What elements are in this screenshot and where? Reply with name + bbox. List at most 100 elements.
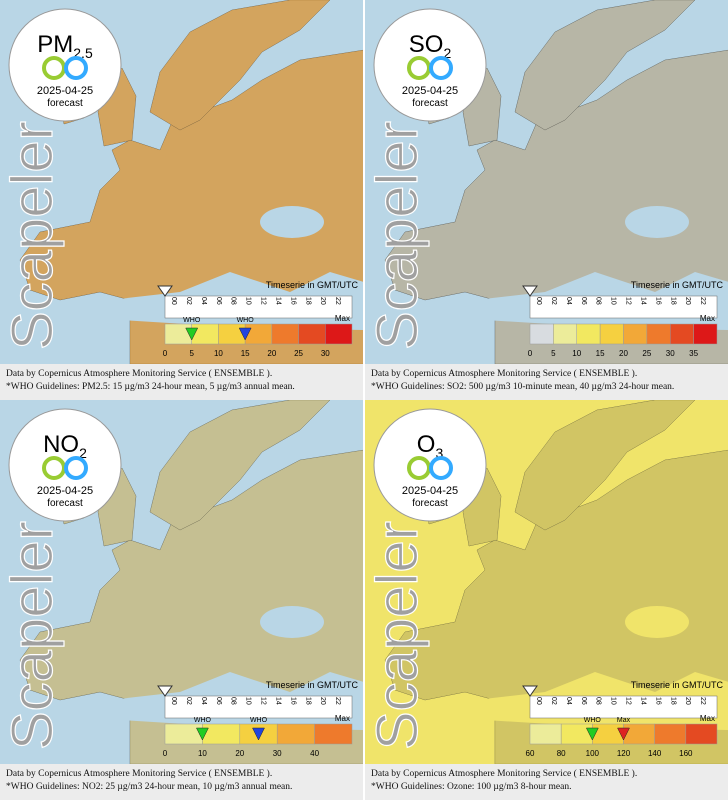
color-bin: [623, 723, 655, 745]
hour-label: 12: [625, 297, 632, 305]
color-bin: [191, 323, 219, 345]
now-arrow: [522, 685, 538, 697]
hour-label: 00: [170, 297, 177, 305]
hour-label: 06: [215, 697, 222, 705]
timeserie-label: Timeserie in GMT/UTC: [266, 280, 359, 290]
hour-label: 22: [699, 697, 706, 705]
scale-tick: 20: [235, 749, 244, 758]
pollutant-main: O: [417, 431, 436, 458]
pollutant-sub: 2: [79, 445, 87, 461]
land: [149, 400, 331, 531]
forecast: forecast: [47, 498, 83, 509]
pollutant-main: SO: [409, 31, 444, 58]
hour-label: 02: [185, 697, 192, 705]
pollution-overlay: [20, 50, 363, 364]
color-bin: [298, 323, 326, 345]
scale-tick: 120: [617, 749, 631, 758]
scale-tick: 5: [189, 349, 194, 358]
color-bin: [202, 723, 241, 745]
who-label: Max: [617, 717, 631, 724]
scale-tick: 30: [666, 349, 675, 358]
hour-ruler: [529, 695, 718, 719]
color-bin: [576, 323, 601, 345]
hour-label: 16: [289, 297, 296, 305]
color-bin: [599, 323, 624, 345]
scale-tick: 30: [273, 749, 282, 758]
scale-tick: 0: [163, 749, 168, 758]
footer: Data by Copernicus Atmosphere Monitoring…: [0, 364, 363, 400]
scale-tick: 15: [596, 349, 605, 358]
scale-tick: 10: [572, 349, 581, 358]
color-bin: [693, 323, 718, 345]
pollutant: SO2: [409, 31, 452, 61]
scale-tick: 160: [679, 749, 693, 758]
max-label: Max: [700, 714, 715, 723]
guideline: *WHO Guidelines: NO2: 25 µg/m3 24-hour m…: [6, 782, 293, 792]
map-panel: Scapeler PM2.5 2025-04-25 forecast Timeserie…: [0, 0, 363, 400]
pollution-overlay: [150, 400, 330, 530]
hour-label: 08: [595, 297, 602, 305]
black-sea: [260, 606, 324, 638]
hour-label: 02: [185, 297, 192, 305]
land: [514, 0, 696, 131]
who-marker: [185, 327, 199, 341]
hour-label: 22: [699, 297, 706, 305]
guideline: *WHO Guidelines: SO2: 500 µg/m3 10-minut…: [371, 382, 675, 392]
guideline: *WHO Guidelines: Ozone: 100 µg/m3 8-hour…: [371, 782, 572, 792]
color-bin: [529, 723, 562, 745]
hour-label: 02: [550, 697, 557, 705]
scale-tick: 100: [586, 749, 600, 758]
timeserie-label: Timeserie in GMT/UTC: [631, 280, 724, 290]
who-marker: [238, 327, 252, 341]
hour-label: 18: [304, 297, 311, 305]
watermark: Scapeler: [365, 121, 430, 350]
footer: Data by Copernicus Atmosphere Monitoring…: [365, 764, 728, 800]
hour-label: 00: [170, 697, 177, 705]
date: 2025-04-25: [402, 85, 458, 97]
hour-label: 20: [684, 297, 691, 305]
hour-label: 08: [230, 697, 237, 705]
timeserie-label: Timeserie in GMT/UTC: [631, 680, 724, 690]
pollution-overlay: [515, 0, 695, 130]
hour-label: 12: [625, 697, 632, 705]
scale-tick: 0: [528, 349, 533, 358]
hour-label: 06: [215, 297, 222, 305]
hour-label: 22: [334, 297, 341, 305]
hour-label: 20: [319, 297, 326, 305]
who-marker: [252, 727, 265, 741]
hour-label: 18: [669, 297, 676, 305]
date: 2025-04-25: [37, 485, 93, 497]
color-bin: [218, 323, 246, 345]
source: Data by Copernicus Atmosphere Monitoring…: [6, 769, 273, 779]
hour-label: 16: [289, 697, 296, 705]
scale-tick: 20: [267, 349, 276, 358]
who-label: WHO: [584, 717, 602, 724]
pollutant-main: PM: [37, 31, 73, 58]
logo-ring: [64, 456, 88, 480]
who-label: WHO: [194, 717, 212, 724]
hour-label: 14: [274, 697, 281, 705]
hour-label: 12: [260, 697, 267, 705]
scale-tick: 0: [163, 349, 168, 358]
logo-ring: [64, 56, 88, 80]
logo-ring: [429, 456, 453, 480]
color-bin: [276, 723, 315, 745]
color-bin: [553, 323, 577, 345]
hour-ruler: [164, 695, 353, 719]
pollution-overlay: [385, 50, 728, 364]
forecast: forecast: [412, 498, 448, 509]
scale-tick: 15: [241, 349, 250, 358]
scale-tick: 40: [310, 749, 319, 758]
pollutant-sub: 2: [443, 45, 451, 61]
source: Data by Copernicus Atmosphere Monitoring…: [371, 769, 638, 779]
scale-tick: 25: [294, 349, 303, 358]
map-panel: Scapeler SO2 2025-04-25 forecast Timeserie i…: [365, 0, 728, 400]
watermark: Scapeler: [365, 521, 430, 750]
scale-tick: 20: [619, 349, 628, 358]
hour-label: 04: [565, 697, 572, 705]
scale-tick: 140: [648, 749, 662, 758]
scale-tick: 5: [551, 349, 556, 358]
